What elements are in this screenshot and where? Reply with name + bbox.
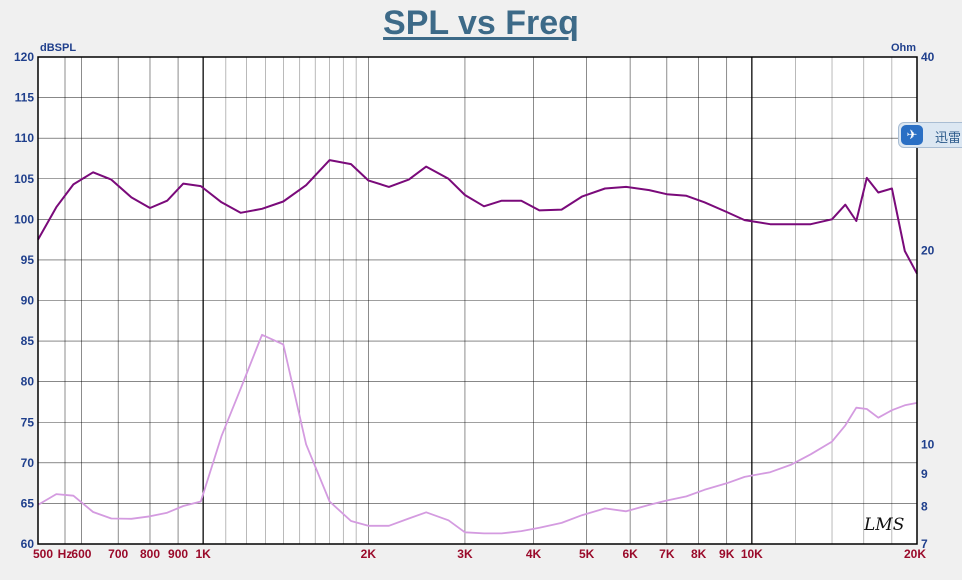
y-left-tick-label: 75 [21, 415, 35, 429]
chart-title: SPL vs Freq [383, 4, 579, 42]
x-tick-label: 1K [195, 547, 211, 561]
y-right-tick-label: 8 [921, 500, 928, 514]
spl-series-line [37, 159, 918, 275]
x-tick-label: 600 [71, 547, 91, 561]
y-left-tick-label: 95 [21, 253, 35, 267]
y-left-tick-label: 105 [14, 172, 34, 186]
right-axis-unit: Ohm [891, 42, 916, 54]
x-tick-label: 7K [659, 547, 675, 561]
x-tick-label: 2K [361, 547, 377, 561]
y-left-tick-label: 80 [21, 375, 35, 389]
y-left-tick-label: 100 [14, 212, 34, 226]
y-right-tick-label: 40 [921, 50, 935, 64]
side-widget-label: 迅雷 [935, 131, 962, 146]
y-left-tick-label: 65 [21, 496, 35, 510]
y-left-tick-label: 115 [15, 91, 35, 105]
x-tick-label: 6K [622, 547, 638, 561]
grid [37, 56, 918, 545]
y-right-tick-label: 20 [921, 244, 935, 258]
y-left-tick-label: 60 [21, 537, 35, 551]
watermark-signature: LMS [863, 515, 904, 535]
x-tick-label: 9K [719, 547, 735, 561]
impedance-series-line [37, 333, 918, 535]
x-tick-label: 900 [168, 547, 188, 561]
plot-frame [37, 56, 918, 545]
bird-icon: ✈ [901, 125, 923, 145]
side-widget[interactable]: ✈ 迅雷 [898, 122, 962, 148]
left-axis-unit: dBSPL [40, 42, 76, 54]
y-left-tick-label: 70 [21, 456, 35, 470]
x-tick-label: 8K [691, 547, 707, 561]
x-tick-label: 500 [33, 547, 53, 561]
x-tick-label: 700 [108, 547, 128, 561]
y-left-tick-label: 85 [21, 334, 35, 348]
y-right-tick-label: 9 [921, 467, 928, 481]
x-tick-label: 4K [526, 547, 542, 561]
x-tick-label: Hz [58, 547, 73, 561]
x-tick-label: 5K [579, 547, 595, 561]
y-left-tick-label: 90 [21, 294, 35, 308]
series-layer [37, 159, 918, 535]
x-tick-label: 20K [904, 547, 926, 561]
y-right-tick-label: 10 [921, 437, 935, 451]
x-tick-label: 800 [140, 547, 160, 561]
y-left-tick-label: 120 [14, 50, 34, 64]
y-left-tick-label: 110 [15, 131, 35, 145]
x-tick-label: 3K [457, 547, 473, 561]
y-right-tick-label: 7 [921, 537, 928, 551]
x-tick-label: 10K [741, 547, 763, 561]
